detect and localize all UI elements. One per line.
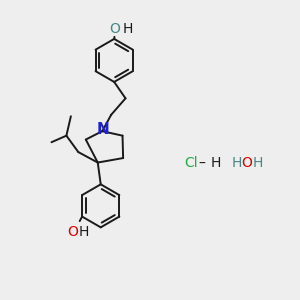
Text: O: O (109, 22, 120, 36)
Text: H: H (79, 225, 89, 239)
Text: H: H (232, 156, 242, 170)
Text: O: O (67, 225, 78, 239)
Text: O: O (242, 156, 253, 170)
Text: H: H (211, 156, 221, 170)
Text: H: H (252, 156, 263, 170)
Text: Cl: Cl (184, 156, 198, 170)
Text: N: N (96, 122, 109, 137)
Text: –: – (198, 156, 205, 170)
Text: H: H (122, 22, 133, 36)
